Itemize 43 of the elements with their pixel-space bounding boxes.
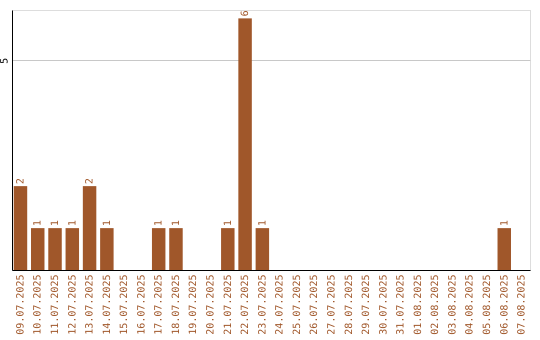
x-tick-label: 10.07.2025 (32, 274, 44, 335)
x-tick-label: 05.08.2025 (482, 274, 493, 335)
x-tick-label: 28.07.2025 (344, 274, 355, 335)
x-tick-label: 31.07.2025 (396, 274, 407, 335)
x-tick-label: 16.07.2025 (136, 274, 148, 335)
x-tick-label: 12.07.2025 (67, 274, 78, 335)
x-tick-label: 04.08.2025 (464, 274, 476, 335)
x-tick-label: 02.08.2025 (430, 274, 442, 335)
x-tick-label: 19.07.2025 (188, 274, 200, 335)
x-tick-label: 17.07.2025 (154, 274, 165, 335)
x-tick-label: 07.08.2025 (516, 274, 528, 335)
x-tick-label: 21.07.2025 (222, 274, 234, 335)
x-tick-label: 13.07.2025 (84, 274, 96, 335)
data-label: 1 (499, 220, 510, 226)
x-tick-label: 11.07.2025 (50, 274, 62, 335)
data-label: 1 (170, 220, 182, 226)
data-label: 1 (154, 220, 165, 226)
x-tick-label: 22.07.2025 (240, 274, 252, 335)
data-label: 2 (84, 178, 96, 184)
x-tick-label: 29.07.2025 (361, 274, 372, 335)
x-tick-label: 27.07.2025 (326, 274, 338, 335)
y-tick-label: 5 (0, 58, 10, 64)
x-tick-label: 30.07.2025 (378, 274, 390, 335)
x-tick-label: 14.07.2025 (102, 274, 113, 335)
x-tick-label: 06.08.2025 (499, 274, 510, 335)
x-tick-label: 26.07.2025 (309, 274, 320, 335)
x-tick-label: 24.07.2025 (274, 274, 286, 335)
x-tick-label: 09.07.2025 (15, 274, 26, 335)
data-label: 1 (222, 220, 234, 226)
x-tick-label: 03.08.2025 (447, 274, 458, 335)
x-tick-label: 15.07.2025 (119, 274, 130, 335)
x-tick-label: 23.07.2025 (257, 274, 268, 335)
x-tick-label: 01.08.2025 (412, 274, 424, 335)
x-tick-label: 20.07.2025 (206, 274, 217, 335)
data-label: 1 (67, 220, 78, 226)
x-tick-label: 25.07.2025 (292, 274, 303, 335)
x-tick-label: 18.07.2025 (170, 274, 182, 335)
data-label: 1 (32, 220, 44, 226)
data-label: 1 (257, 220, 268, 226)
data-label: 6 (240, 10, 252, 16)
data-label: 1 (50, 220, 62, 226)
data-label: 1 (102, 220, 113, 226)
data-label: 2 (15, 178, 26, 184)
